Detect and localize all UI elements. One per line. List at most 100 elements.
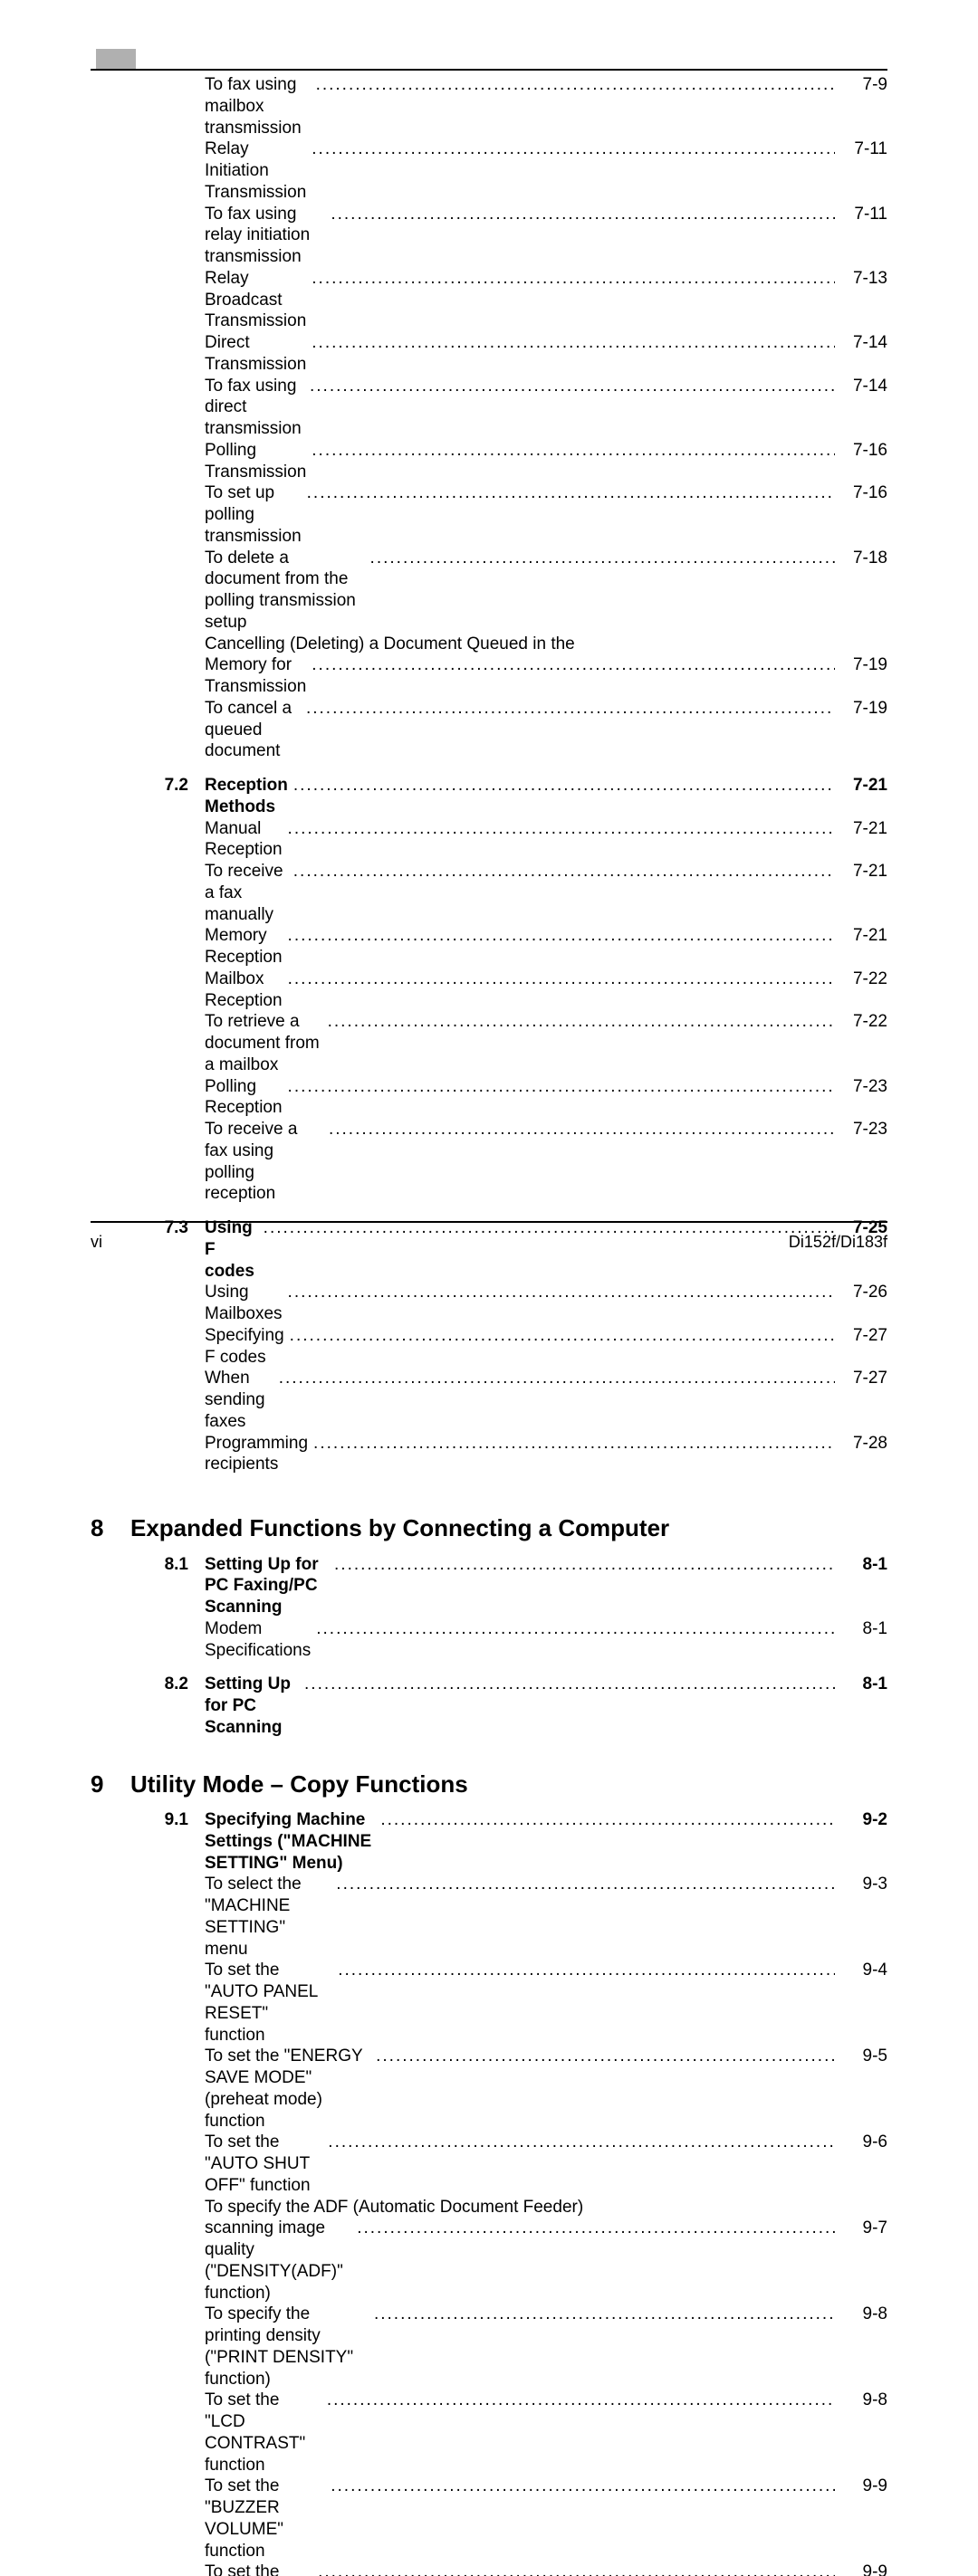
toc-leader (328, 1011, 835, 1033)
toc-section-number: 9.1 (91, 1809, 205, 1831)
toc-entry-page: 7-21 (840, 818, 887, 840)
toc-entry: To cancel a queued document7-19 (205, 698, 887, 762)
toc-entry-text: To set the "AUTO PANEL RESET" function (205, 1960, 332, 2046)
toc-entry-text: Reception Methods (205, 775, 288, 818)
toc-leader (306, 698, 835, 720)
toc-entry-text: Programming recipients (205, 1433, 308, 1476)
toc-entry: Relay Broadcast Transmission7-13 (205, 268, 887, 332)
toc-entry-text: To receive a fax using polling reception (205, 1119, 323, 1205)
toc-entry: Modem Specifications8-1 (205, 1618, 887, 1662)
toc-entry-text: Mailbox Reception (205, 968, 283, 1012)
toc-entry-page: 7-27 (840, 1368, 887, 1389)
toc-section-entries: Setting Up for PC Scanning 8-1 (205, 1674, 887, 1738)
toc-chapter: 8Expanded Functions by Connecting a Comp… (91, 1513, 887, 1543)
toc-entry-page: 7-23 (840, 1076, 887, 1098)
toc-entry: To specify the ADF (Automatic Document F… (205, 2197, 887, 2218)
toc-leader (288, 818, 835, 840)
toc-entry-text: Setting Up for PC Scanning (205, 1674, 299, 1738)
toc-entry-page: 9-8 (840, 2304, 887, 2325)
toc-section: 9.1Specifying Machine Settings ("MACHINE… (91, 1809, 887, 2576)
toc-entry-text: To specify the ADF (Automatic Document F… (205, 2197, 583, 2218)
toc-entry: Setting Up for PC Faxing/PC Scanning8-1 (205, 1554, 887, 1618)
toc-entry: To select the "MACHINE SETTING" menu9-3 (205, 1874, 887, 1960)
toc-entry: Direct Transmission7-14 (205, 332, 887, 376)
toc-section-entries: Setting Up for PC Faxing/PC Scanning8-1M… (205, 1554, 887, 1662)
toc-entry: Using Mailboxes7-26 (205, 1282, 887, 1325)
toc-entry: To set the "LCD CONTRAST" function9-8 (205, 2390, 887, 2476)
toc-entry-text: To select the "MACHINE SETTING" menu (205, 1874, 331, 1960)
toc-entry-text: To set the "BUZZER VOLUME" function (205, 2476, 325, 2562)
toc-entry-page: 7-22 (840, 968, 887, 990)
toc-leader (304, 1674, 835, 1695)
toc-entry-page: 9-4 (840, 1960, 887, 1981)
toc-entry-text: scanning image quality ("DENSITY(ADF)" f… (205, 2218, 351, 2304)
toc-entry-page: 7-9 (840, 74, 887, 96)
toc-entry-text: Specifying Machine Settings ("MACHINE SE… (205, 1809, 375, 1874)
toc-entry: To receive a fax using polling reception… (205, 1119, 887, 1205)
toc-entry-text: To fax using relay initiation transmissi… (205, 204, 325, 268)
toc-leader (288, 1076, 835, 1098)
toc-entry-text: Polling Transmission (205, 440, 306, 483)
toc-entry: To set the "AUTO PANEL RESET" function 9-… (205, 1960, 887, 2046)
toc-section-entries: To fax using mailbox transmission 7-9 Rela… (205, 74, 887, 762)
page-footer: vi Di152f/Di183f (91, 1221, 887, 1253)
toc-entry-text: Manual Reception (205, 818, 283, 862)
toc-section-number: 8.2 (91, 1674, 205, 1695)
toc-entry-text: Using Mailboxes (205, 1282, 283, 1325)
toc-leader (290, 1325, 835, 1347)
toc-leader (313, 1433, 835, 1455)
page: To fax using mailbox transmission 7-9 Rela… (0, 0, 978, 1288)
header-block (96, 49, 136, 69)
toc-leader (312, 440, 835, 462)
toc-leader (374, 2304, 835, 2325)
toc-entry: Cancelling (Deleting) a Document Queued … (205, 634, 887, 655)
toc-entry: Polling Transmission7-16 (205, 440, 887, 483)
footer-page-number: vi (91, 1232, 102, 1253)
toc-entry: Polling Reception 7-23 (205, 1076, 887, 1120)
toc-leader (338, 1960, 835, 1981)
toc-entry-page: 7-11 (840, 204, 887, 225)
toc-section-entries: Using F codes7-25Using Mailboxes7-26Spec… (205, 1217, 887, 1475)
toc-entry-page: 7-21 (840, 775, 887, 797)
toc-entry: Manual Reception 7-21 (205, 818, 887, 862)
toc-leader (376, 2046, 835, 2067)
toc-entry-page: 7-13 (840, 268, 887, 290)
toc-entry: To fax using relay initiation transmissi… (205, 204, 887, 268)
toc-entry-page: 9-7 (840, 2218, 887, 2239)
toc-entry-text: Memory Reception (205, 925, 283, 968)
toc-entry-page: 9-2 (840, 1809, 887, 1831)
toc-entry-text: Cancelling (Deleting) a Document Queued … (205, 634, 575, 655)
toc-entry: To retrieve a document from a mailbox7-2… (205, 1011, 887, 1075)
toc-entry: To delete a document from the polling tr… (205, 548, 887, 634)
toc-entry-page: 7-19 (840, 698, 887, 720)
footer-model: Di152f/Di183f (789, 1232, 887, 1253)
toc-entry: Specifying Machine Settings ("MACHINE SE… (205, 1809, 887, 1874)
toc-leader (329, 1119, 835, 1140)
toc-entry-text: To retrieve a document from a mailbox (205, 1011, 322, 1075)
toc-entry-page: 8-1 (840, 1674, 887, 1695)
toc-entry: Relay Initiation Transmission7-11 (205, 138, 887, 203)
toc-entry-text: Memory for Transmission (205, 654, 306, 698)
toc-entry-text: To fax using mailbox transmission (205, 74, 311, 138)
toc-entry-page: 7-21 (840, 925, 887, 947)
toc-chapter: 9Utility Mode – Copy Functions (91, 1770, 887, 1799)
toc-entry-text: To specify the printing density ("PRINT … (205, 2304, 369, 2390)
toc-entry: Memory for Transmission 7-19 (205, 654, 887, 698)
toc-leader (288, 925, 835, 947)
toc-entry-page: 7-16 (840, 482, 887, 504)
toc-entry: To set the "LANGUAGE" function9-9 (205, 2562, 887, 2576)
toc-entry: To set the "BUZZER VOLUME" function9-9 (205, 2476, 887, 2562)
toc-entry-text: Direct Transmission (205, 332, 306, 376)
toc-leader (331, 204, 835, 225)
toc-leader (293, 775, 835, 797)
toc-entry-page: 7-19 (840, 654, 887, 676)
toc-entry-text: Polling Reception (205, 1076, 283, 1120)
toc-entry-page: 7-28 (840, 1433, 887, 1455)
toc-entry-text: To set up polling transmission (205, 482, 302, 547)
toc-leader (328, 2132, 835, 2153)
toc-entry-page: 7-27 (840, 1325, 887, 1347)
toc-entry: To specify the printing density ("PRINT … (205, 2304, 887, 2390)
toc-entry: Setting Up for PC Scanning 8-1 (205, 1674, 887, 1738)
toc-leader (357, 2218, 835, 2239)
toc-leader (312, 268, 835, 290)
